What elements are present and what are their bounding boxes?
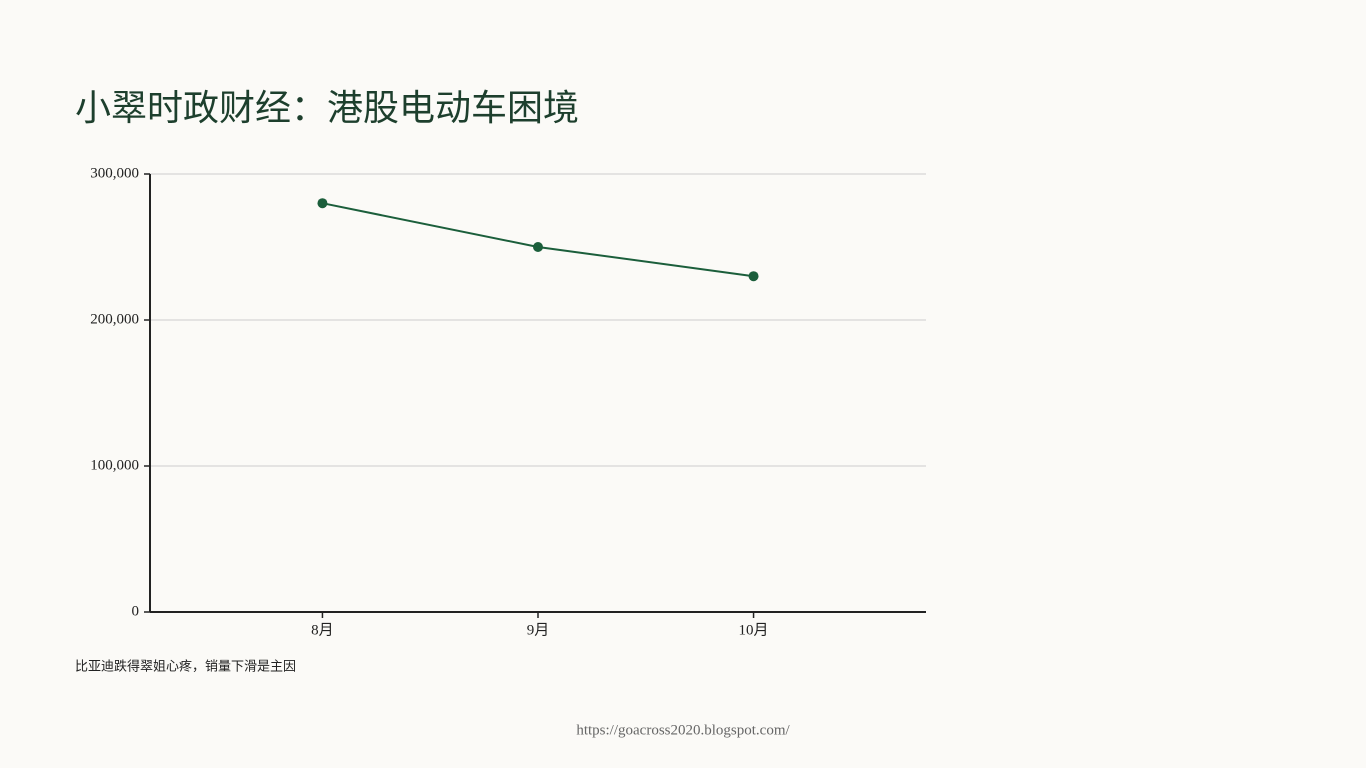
- y-tick-label: 200,000: [90, 311, 139, 327]
- x-tick-label: 9月: [527, 622, 550, 638]
- x-tick-label: 10月: [739, 622, 769, 638]
- data-point: [748, 271, 759, 282]
- data-point: [317, 198, 328, 209]
- caption: 比亚迪跌得翠姐心疼，销量下滑是主因: [75, 659, 296, 675]
- y-tick-label: 100,000: [90, 457, 139, 473]
- y-tick-label: 300,000: [90, 165, 139, 181]
- y-tick-label: 0: [132, 603, 140, 619]
- data-point: [533, 242, 543, 252]
- source-url: https://goacross2020.blogspot.com/: [576, 722, 790, 738]
- data-line: [322, 202, 754, 278]
- chart-title: 小翠时政财经：港股电动车困境: [75, 88, 579, 129]
- x-tick-label: 8月: [311, 622, 334, 638]
